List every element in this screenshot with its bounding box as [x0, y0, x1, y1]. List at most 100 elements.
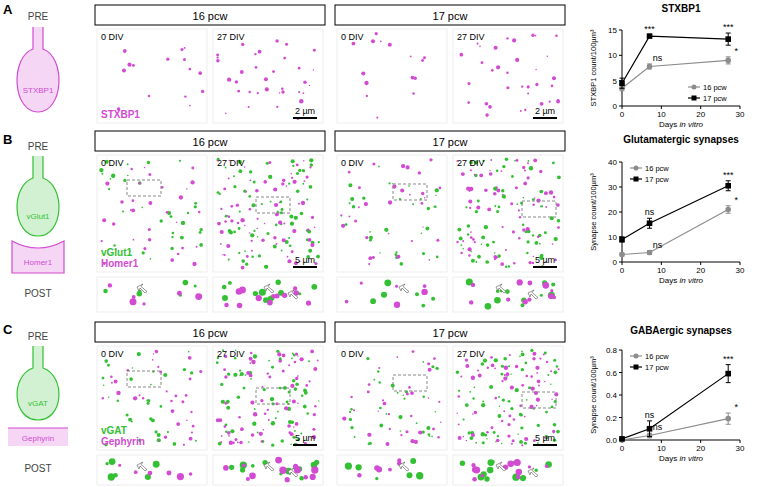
- scale-bar-label: 5 µm: [295, 433, 315, 443]
- punctum: [126, 413, 129, 416]
- punctum: [517, 433, 518, 434]
- marker: [619, 436, 625, 442]
- punctum: [491, 426, 494, 429]
- schematic-marker: Gephyrin: [22, 434, 54, 443]
- error-bar: [726, 413, 731, 424]
- punctum: [491, 364, 495, 368]
- punctum: [281, 250, 283, 252]
- punctum: [500, 262, 504, 266]
- punctum: [282, 370, 285, 373]
- punctum: [477, 369, 479, 371]
- inset: [97, 277, 207, 312]
- punctum: [189, 437, 193, 441]
- punctum: [249, 472, 256, 479]
- punctum: [369, 231, 371, 233]
- punctum: [102, 218, 106, 222]
- punctum: [131, 208, 135, 212]
- punctum: [282, 293, 287, 298]
- punctum: [189, 378, 192, 381]
- image-label: 0 DIV: [341, 32, 364, 42]
- image-label: 0 DIV: [101, 349, 124, 359]
- punctum: [526, 240, 529, 243]
- punctum: [102, 377, 105, 380]
- punctum: [522, 223, 524, 225]
- punctum: [222, 285, 227, 290]
- punctum: [245, 374, 247, 376]
- punctum: [220, 383, 223, 386]
- punctum: [342, 416, 346, 420]
- punctum: [496, 210, 499, 213]
- punctum: [526, 227, 530, 231]
- punctum: [379, 407, 382, 410]
- punctum: [360, 281, 363, 284]
- punctum: [349, 411, 351, 413]
- punctum: [524, 362, 527, 365]
- image-label: 0 DIV: [101, 32, 124, 42]
- punctum: [542, 282, 549, 289]
- punctum: [291, 358, 293, 360]
- y-axis-label: Synapse count/100µm³: [589, 173, 598, 251]
- y-axis-label: STXBP1 count/100µm³: [589, 29, 598, 106]
- punctum: [422, 252, 425, 255]
- x-tick-label: 10: [657, 444, 666, 453]
- punctum: [160, 219, 163, 222]
- punctum: [251, 433, 254, 436]
- punctum: [112, 222, 116, 226]
- punctum: [250, 401, 254, 405]
- punctum: [524, 442, 527, 445]
- punctum: [401, 164, 405, 168]
- punctum: [532, 203, 535, 206]
- punctum: [436, 256, 439, 259]
- figure: APRESTXBP116 pcw17 pcw0 DIVSTXBP127 DIV2…: [0, 0, 757, 487]
- punctum: [302, 169, 305, 172]
- punctum: [243, 190, 246, 193]
- punctum: [489, 170, 490, 171]
- plot-area: [619, 365, 731, 443]
- punctum: [299, 357, 303, 361]
- punctum: [313, 69, 314, 70]
- significance: *: [734, 195, 738, 205]
- punctum: [310, 163, 313, 166]
- punctum: [478, 256, 480, 258]
- punctum: [521, 350, 523, 352]
- punctum: [246, 255, 249, 258]
- punctum: [160, 405, 163, 408]
- punctum: [306, 301, 311, 306]
- arrow: [528, 290, 538, 299]
- punctum: [127, 63, 131, 67]
- punctum: [289, 214, 293, 218]
- punctum: [264, 77, 268, 81]
- punctum: [216, 361, 219, 364]
- punctum: [295, 422, 299, 426]
- punctum: [275, 279, 280, 284]
- punctum: [222, 295, 228, 301]
- punctum: [108, 188, 110, 190]
- punctum: [240, 70, 244, 74]
- punctum: [362, 197, 365, 200]
- legend-marker: [634, 354, 639, 359]
- punctum: [423, 56, 426, 59]
- punctum: [249, 357, 253, 361]
- punctum: [470, 236, 473, 239]
- chart: Glutamatergic synapses0102030400102030Sy…: [589, 134, 745, 285]
- punctum: [291, 250, 294, 253]
- inset: [453, 277, 563, 312]
- punctum: [519, 216, 521, 218]
- punctum: [107, 364, 110, 367]
- punctum: [504, 366, 508, 370]
- punctum: [314, 227, 316, 229]
- punctum: [548, 293, 554, 299]
- punctum: [486, 243, 490, 247]
- error-bar: [726, 33, 731, 45]
- schematic-marker: STXBP1: [23, 86, 54, 95]
- punctum: [340, 214, 342, 216]
- x-tick-label: 10: [657, 266, 666, 275]
- punctum: [509, 354, 511, 356]
- punctum: [179, 195, 183, 199]
- punctum: [516, 475, 520, 479]
- y-tick-label: 0: [613, 102, 618, 111]
- inset: [453, 455, 563, 485]
- punctum: [400, 188, 404, 192]
- punctum: [416, 422, 418, 424]
- punctum: [436, 239, 439, 242]
